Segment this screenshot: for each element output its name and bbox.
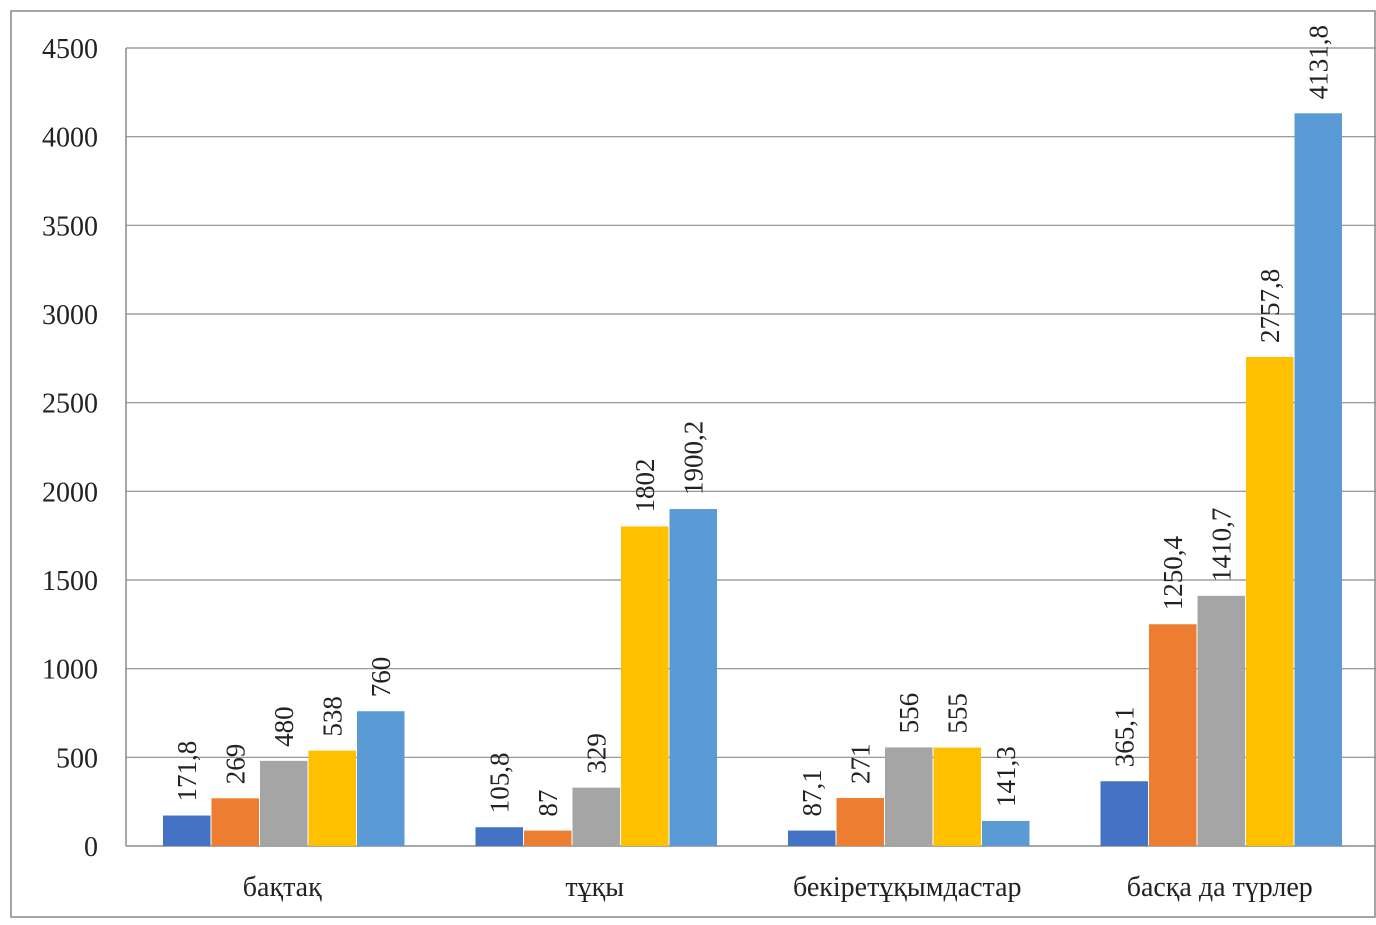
y-tick-label: 2500 — [42, 389, 98, 420]
data-label: 141,3 — [991, 746, 1021, 807]
bar — [1197, 595, 1245, 846]
data-label: 87,1 — [797, 769, 827, 816]
x-category-label: бақтақ — [243, 872, 322, 903]
bar — [1246, 356, 1294, 846]
bar — [475, 827, 523, 846]
data-labels: 171,8 269 480 538 760 105,8 87 329 1802 1900,2 87,… — [172, 25, 1334, 817]
y-tick-label: 4000 — [42, 123, 98, 154]
data-label: 1410,7 — [1207, 508, 1237, 582]
data-label: 1900,2 — [679, 421, 709, 495]
data-label: 2757,8 — [1255, 269, 1285, 343]
data-label: 269 — [221, 744, 251, 785]
bar — [1149, 624, 1197, 846]
data-label: 365,1 — [1110, 707, 1140, 768]
bar — [524, 830, 572, 846]
bar — [982, 820, 1030, 846]
bar — [211, 798, 259, 846]
data-label: 271 — [846, 743, 876, 784]
y-tick-label: 4500 — [42, 34, 98, 65]
bar — [1294, 113, 1342, 847]
x-category-label: тұқы — [565, 872, 624, 903]
bar — [1100, 781, 1148, 846]
data-label: 105,8 — [485, 752, 515, 813]
y-tick-labels: 0 500 1000 1500 2000 2500 3000 3500 4000 4500 — [42, 34, 98, 863]
bar — [788, 830, 836, 846]
bar — [933, 747, 981, 846]
y-tick-label: 3000 — [42, 300, 98, 331]
bar — [669, 509, 717, 846]
data-label: 171,8 — [172, 741, 202, 802]
y-tick-label: 3500 — [42, 211, 98, 242]
x-category-label: бекіретұқымдастар — [793, 872, 1022, 903]
data-label: 555 — [943, 693, 973, 734]
data-label: 556 — [894, 693, 924, 734]
y-tick-label: 500 — [56, 743, 98, 774]
bars — [163, 113, 1342, 847]
y-tick-label: 2000 — [42, 477, 98, 508]
data-label: 329 — [582, 733, 612, 774]
bar — [357, 711, 405, 846]
data-label: 1802 — [630, 458, 660, 512]
bar — [885, 747, 933, 846]
bar — [260, 760, 308, 846]
data-label: 538 — [318, 696, 348, 737]
bar — [163, 815, 211, 846]
data-label: 87 — [533, 790, 563, 817]
x-category-label: басқа да түрлер — [1127, 872, 1313, 903]
data-label: 4131,8 — [1304, 25, 1334, 99]
bar — [572, 787, 620, 846]
bar — [621, 526, 669, 846]
data-label: 760 — [366, 657, 396, 698]
bar — [836, 797, 884, 846]
y-tick-label: 1500 — [42, 566, 98, 597]
data-label: 480 — [269, 706, 299, 747]
y-tick-label: 0 — [84, 832, 98, 863]
y-tick-label: 1000 — [42, 655, 98, 686]
x-category-labels: бақтақ тұқы бекіретұқымдастар басқа да түрл… — [243, 872, 1313, 903]
bar — [308, 750, 356, 846]
data-label: 1250,4 — [1158, 536, 1188, 611]
